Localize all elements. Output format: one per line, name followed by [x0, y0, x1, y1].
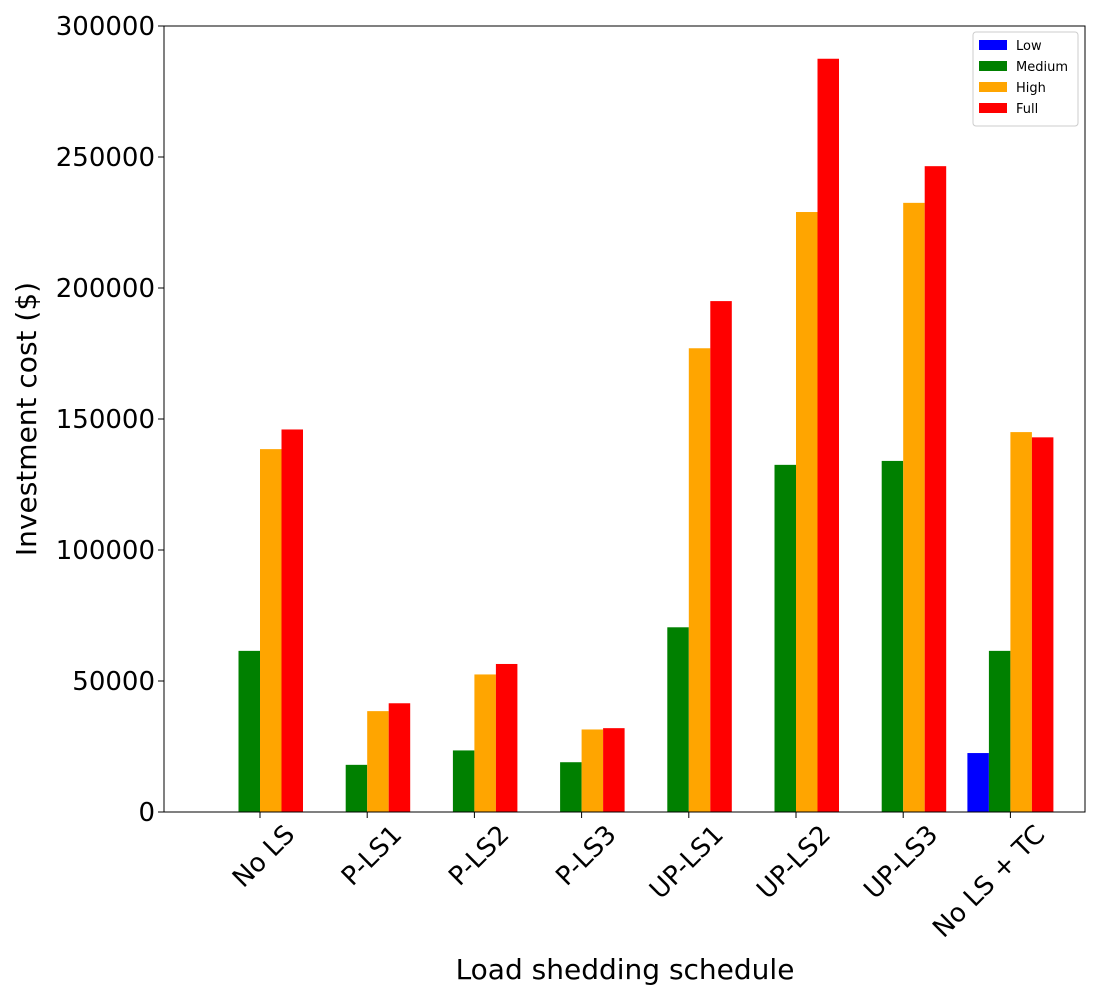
x-tick-label: UP-LS3	[859, 820, 945, 906]
x-axis: No LS P-LS1 P-LS2 P-LS3 UP-LS1 UP-LS2 UP-LS3No…	[227, 812, 1051, 944]
bar-medium-6	[881, 460, 904, 812]
legend-label-full: Full	[1016, 102, 1038, 117]
legend-swatch-full	[979, 103, 1007, 113]
x-tick-label: UP-LS2	[751, 820, 837, 906]
bar-high-0	[260, 449, 282, 812]
bar-low-7	[967, 753, 989, 812]
bar-medium-2	[452, 750, 475, 812]
y-tick-label: 50000	[72, 667, 155, 697]
bar-full-0	[281, 429, 303, 812]
legend-label-high: High	[1016, 81, 1046, 96]
bar-full-6	[924, 166, 947, 813]
legend-swatch-low	[979, 40, 1007, 50]
bar-medium-1	[345, 764, 368, 812]
y-axis-title: Investment cost ($)	[10, 282, 43, 556]
y-axis: 0 50000 100000 150000 200000 250000 300000	[56, 12, 164, 828]
bar-full-5	[817, 58, 839, 812]
x-tick-label: No LS + TC	[927, 820, 1051, 944]
y-tick-label: 300000	[56, 12, 155, 42]
y-tick-label: 100000	[56, 536, 155, 566]
y-tick-label: 0	[138, 798, 155, 828]
bar-full-1	[388, 703, 411, 812]
bar-high-3	[581, 729, 604, 812]
legend-label-medium: Medium	[1016, 60, 1068, 75]
bar-high-1	[367, 711, 389, 812]
x-tick-label: P-LS3	[550, 820, 622, 892]
y-tick-label: 200000	[56, 274, 155, 304]
legend: Low Medium High Full	[972, 31, 1079, 127]
legend-swatch-high	[979, 82, 1007, 92]
bar-high-6	[903, 202, 925, 813]
bar-high-4	[688, 348, 711, 812]
bar-full-4	[710, 301, 732, 812]
bar-medium-3	[560, 762, 582, 812]
bar-medium-7	[988, 650, 1011, 812]
bar-medium-4	[667, 627, 689, 812]
plot-frame	[163, 25, 1086, 813]
x-tick-label: P-LS2	[443, 820, 515, 892]
legend-swatch-medium	[979, 61, 1007, 71]
x-axis-title: Load shedding schedule	[456, 953, 795, 986]
legend-frame	[972, 31, 1079, 127]
bar-full-3	[603, 728, 625, 812]
bar-medium-5	[774, 464, 796, 812]
x-tick-label: P-LS1	[336, 820, 408, 892]
y-tick-label: 150000	[56, 405, 155, 435]
bar-full-2	[495, 663, 518, 812]
y-tick-label: 250000	[56, 143, 155, 173]
bar-high-7	[1010, 432, 1032, 812]
bar-high-5	[796, 212, 818, 812]
bars-group	[238, 58, 1054, 813]
x-tick-label: UP-LS1	[644, 820, 730, 906]
bar-medium-0	[238, 650, 260, 812]
bar-high-2	[474, 674, 496, 812]
x-tick-label: No LS	[227, 820, 301, 894]
legend-label-low: Low	[1016, 39, 1042, 54]
bar-full-7	[1031, 437, 1054, 812]
